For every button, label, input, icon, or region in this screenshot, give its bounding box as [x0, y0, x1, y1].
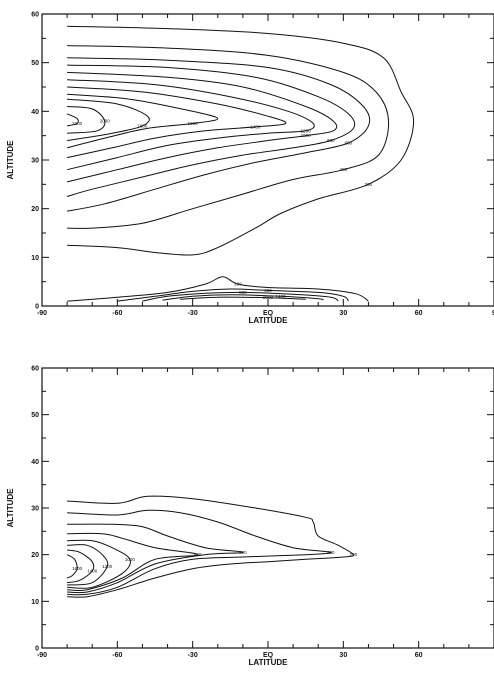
x-tick-label: -30 [188, 652, 198, 659]
x-tick-label: 9 [492, 310, 494, 317]
x-axis-label: LATITUDE [249, 658, 289, 667]
contour-label: 2000 [263, 295, 274, 300]
chart-panel-top: -90-60-30EQ306090102030405060LATITUDEALT… [6, 12, 494, 325]
y-tick-label: 0 [35, 304, 39, 311]
y-tick-label: 40 [31, 109, 39, 116]
y-tick-label: 20 [31, 206, 39, 213]
contour-line [66, 93, 219, 149]
contour-label: 1000 [125, 557, 136, 562]
plot-frame [41, 367, 494, 649]
contour-label: 1000 [301, 133, 312, 138]
contour-label: 400 [327, 550, 335, 555]
contour-line [180, 296, 306, 300]
contour-label: 2200 [72, 121, 83, 126]
x-tick-label: -60 [112, 310, 122, 317]
contour-label: 200 [234, 282, 242, 287]
contour-label: 1600 [188, 121, 199, 126]
x-tick-label: -30 [188, 310, 198, 317]
x-axis-label: LATITUDE [249, 316, 289, 325]
contour-line [67, 495, 355, 598]
x-tick-label: -60 [112, 652, 122, 659]
y-tick-label: 60 [31, 366, 39, 373]
contour-line [67, 544, 109, 586]
y-axis-label: ALTITUDE [6, 488, 15, 528]
contour-label: 1200 [102, 564, 113, 569]
contour-label: 800 [239, 290, 247, 295]
contour-line [67, 532, 199, 592]
contour-line [67, 523, 244, 594]
contour-line [67, 509, 332, 596]
contour-label: 1400 [276, 294, 287, 299]
contour-line [67, 45, 390, 229]
y-tick-label: 20 [31, 552, 39, 559]
contour-label: 400 [340, 167, 348, 172]
y-tick-label: 40 [31, 459, 39, 466]
y-tick-label: 30 [31, 158, 39, 165]
y-tick-label: 0 [35, 646, 39, 653]
contour-line [67, 549, 95, 584]
y-tick-label: 50 [31, 60, 39, 67]
y-tick-label: 60 [31, 12, 39, 19]
contour-label: 600 [239, 550, 247, 555]
contour-label: 1400 [250, 124, 261, 129]
contour-line [66, 79, 315, 171]
contour-label: 800 [194, 552, 202, 557]
contour-line [67, 106, 106, 134]
contour-label: 1200 [301, 128, 312, 133]
contour-line [117, 288, 349, 302]
contour-line [66, 86, 287, 159]
contour-line [67, 276, 369, 302]
x-tick-label: 30 [339, 310, 347, 317]
contour-line [66, 113, 79, 127]
x-tick-label: 60 [415, 310, 423, 317]
contour-label: 1400 [87, 569, 98, 574]
x-tick-label: EQ [263, 310, 274, 317]
contour-label: 600 [345, 140, 353, 145]
contour-line [66, 64, 356, 197]
chart-panel-bottom: -90 -60 -30 EQ 30 600102030405060LATITUDEALTI… [6, 366, 494, 667]
contour-line [67, 57, 371, 212]
contour-line [67, 539, 131, 589]
x-tick-label: 30 [339, 652, 347, 659]
y-tick-label: 50 [31, 412, 39, 419]
x-tick-label: 60 [415, 652, 423, 659]
contour-line [66, 554, 78, 579]
x-tick-label: -90 [37, 310, 47, 317]
contour-label: 200 [350, 552, 358, 557]
contour-label: 200 [365, 182, 373, 187]
y-axis-label: ALTITUDE [6, 140, 15, 180]
contour-line [67, 25, 415, 256]
contour-label: 400 [264, 288, 272, 293]
contour-line [67, 98, 150, 141]
contour-line [162, 294, 324, 301]
y-tick-label: 10 [31, 255, 39, 262]
x-tick-label: EQ [263, 652, 274, 659]
contour-label: 1600 [72, 566, 83, 571]
contour-line [142, 291, 339, 302]
contour-label: 1800 [137, 123, 148, 128]
contour-line [66, 71, 338, 183]
contour-label: 800 [327, 138, 335, 143]
y-tick-label: 10 [31, 599, 39, 606]
x-tick-label: -90 [37, 652, 47, 659]
y-tick-label: 30 [31, 506, 39, 513]
contour-label: 2000 [100, 119, 111, 124]
